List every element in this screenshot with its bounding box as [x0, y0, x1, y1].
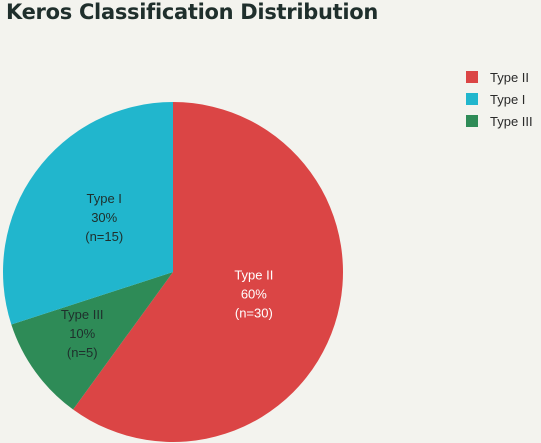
legend-swatch-type-i	[466, 93, 478, 105]
legend: Type II Type I Type III	[466, 66, 533, 132]
data-label-type-ii: Type II 60% (n=30)	[234, 267, 273, 320]
legend-item-type-i[interactable]: Type I	[466, 88, 533, 110]
data-label-type-i: Type I 30% (n=15)	[85, 191, 123, 244]
legend-label-type-iii: Type III	[490, 113, 533, 129]
legend-item-type-ii[interactable]: Type II	[466, 66, 533, 88]
legend-label-type-i: Type I	[490, 91, 526, 107]
pie-slice-type-ii[interactable]	[73, 102, 343, 442]
pie-slice-type-i[interactable]	[2, 102, 174, 325]
data-label-type-iii: Type III 10% (n=5)	[61, 307, 104, 360]
legend-item-type-iii[interactable]: Type III	[466, 110, 533, 132]
legend-label-type-ii: Type II	[490, 69, 530, 85]
legend-swatch-type-ii	[466, 71, 478, 83]
pie-slice-type-iii[interactable]	[11, 272, 174, 410]
chart-title: Keros Classification Distribution	[6, 0, 379, 24]
legend-swatch-type-iii	[466, 115, 478, 127]
